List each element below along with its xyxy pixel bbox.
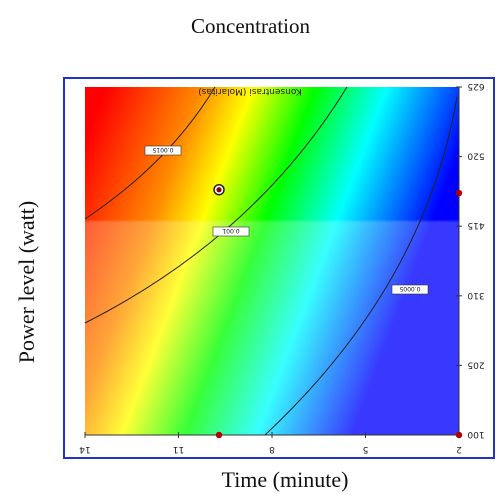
inner-title: Konsentrasi (Molaritas) [198, 86, 302, 96]
x-tick-label: 5 [363, 444, 369, 454]
contour-line [264, 96, 458, 436]
x-tick-label: 2 [456, 444, 462, 454]
x-tick-label: 11 [173, 444, 184, 454]
y-tick-label: 520 [467, 151, 484, 161]
y-axis-label: Power level (watt) [14, 200, 39, 364]
x-axis-label: Time (minute) [221, 467, 349, 492]
contour-line [84, 86, 348, 324]
optimum-point-core [216, 187, 222, 193]
watermark-overlay [85, 87, 459, 435]
x-tick-label: 8 [269, 444, 275, 454]
contour-label-group: 0.0005 [391, 284, 429, 295]
design-point [455, 431, 463, 439]
contour-label: 0.0005 [399, 285, 420, 292]
contour-plot: 0.0015 0.001 0.0005 14 11 8 5 2 625 520 415 310 205… [79, 81, 485, 454]
contour-line [84, 86, 216, 220]
contour-label-box [391, 284, 429, 295]
x-tick-label: 14 [79, 444, 91, 454]
contour-label-box [144, 145, 182, 156]
y-tick-label: 310 [467, 290, 484, 300]
y-tick-label: 205 [467, 359, 484, 369]
y-tick-label: 625 [467, 81, 484, 91]
design-point [455, 189, 463, 197]
contour-label: 0.001 [222, 227, 239, 234]
y-tick-label: 100 [467, 429, 484, 439]
plot-frame: 0.0015 0.001 0.0005 14 11 8 5 2 625 520 415 310 205… [63, 77, 495, 459]
contour-label-box [212, 226, 250, 237]
contour-label: 0.0015 [152, 146, 173, 153]
design-point [215, 431, 223, 439]
contour-label-group: 0.001 [212, 226, 250, 237]
y-tick-label: 415 [467, 220, 484, 230]
contour-label-group: 0.0015 [144, 145, 182, 156]
chart-title: Concentration [191, 14, 310, 38]
